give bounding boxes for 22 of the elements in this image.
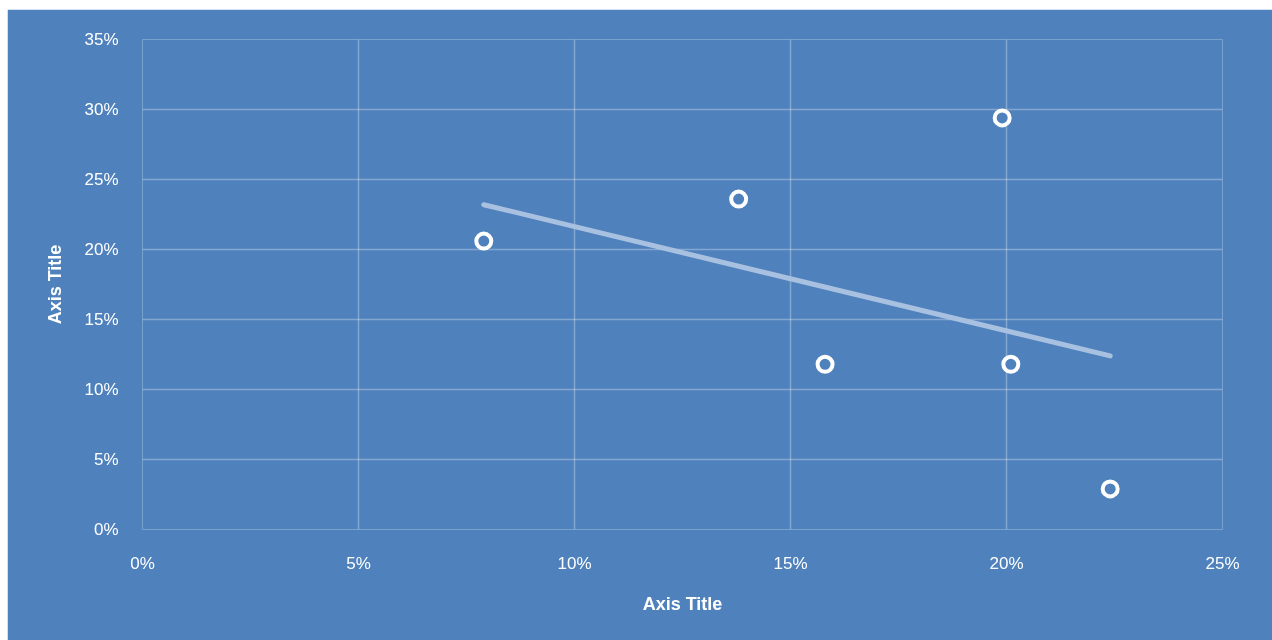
y-tick-label: 25%: [84, 170, 119, 189]
x-tick-label: 20%: [989, 553, 1024, 573]
y-tick-label: 10%: [84, 380, 119, 399]
point: [815, 354, 835, 374]
point: [729, 189, 749, 209]
x-axis-title: Axis Title: [642, 593, 723, 614]
point: [1001, 354, 1021, 374]
x-tick-label: 5%: [346, 553, 371, 573]
y-axis-title: Axis Title: [45, 244, 66, 325]
y-tick-label: 35%: [84, 30, 119, 49]
x-tick-label: 0%: [130, 553, 155, 573]
y-tick-label: 0%: [93, 520, 119, 539]
point: [992, 108, 1012, 128]
x-tick-label: 25%: [1205, 553, 1240, 573]
point: [474, 231, 494, 251]
y-tick-label: 5%: [93, 450, 119, 469]
point: [1100, 479, 1120, 499]
y-tick-label: 20%: [84, 240, 119, 259]
x-tick-label: 15%: [773, 553, 808, 573]
y-tick-label: 30%: [84, 100, 119, 119]
x-tick-label: 10%: [557, 553, 592, 573]
y-tick-label: 15%: [84, 310, 119, 329]
